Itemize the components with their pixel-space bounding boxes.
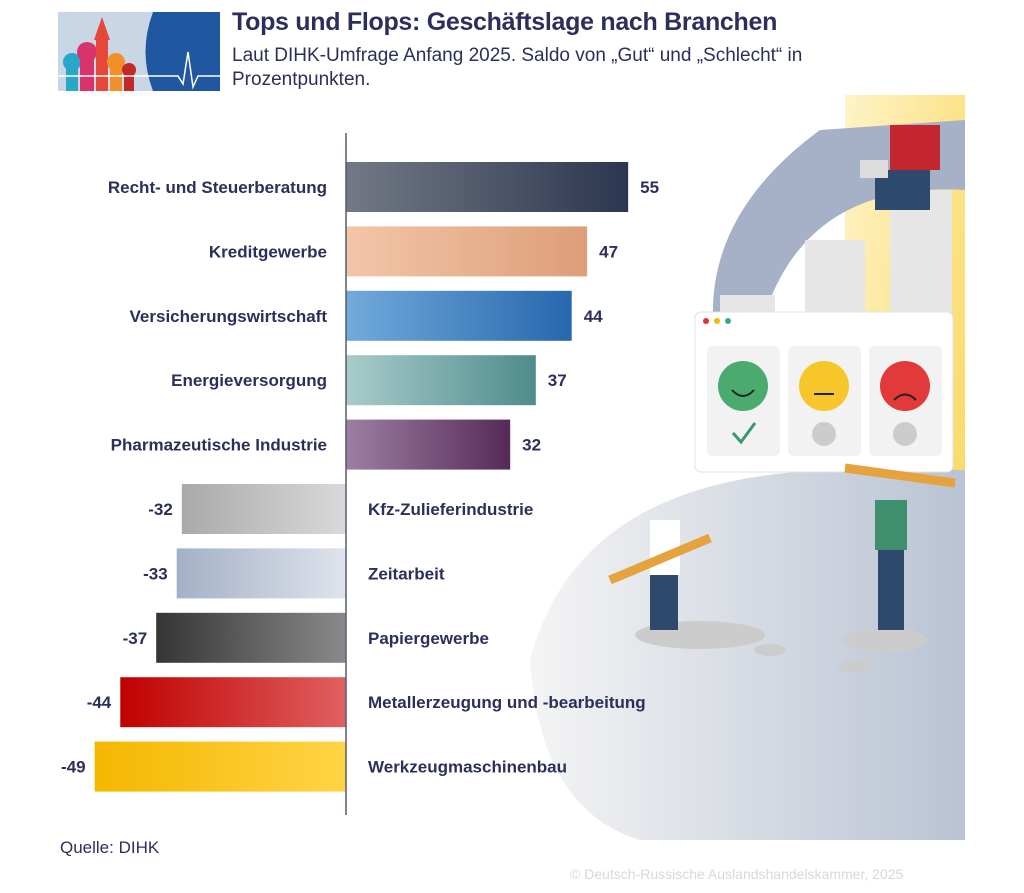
value-label: 44 xyxy=(584,307,603,326)
value-label: 32 xyxy=(522,436,541,455)
bar xyxy=(346,226,588,277)
value-label: -33 xyxy=(143,564,168,583)
copyright-note: © Deutsch-Russische Auslandshandelskamme… xyxy=(570,866,904,882)
bar xyxy=(346,162,629,212)
bar xyxy=(176,548,346,599)
bar xyxy=(156,612,346,663)
category-label: Recht- und Steuerberatung xyxy=(108,178,327,197)
value-label: -37 xyxy=(123,629,148,648)
value-label: 47 xyxy=(599,242,618,261)
category-label: Papiergewerbe xyxy=(368,629,489,648)
bar xyxy=(94,741,346,792)
category-label: Pharmazeutische Industrie xyxy=(111,436,327,455)
category-label: Energieversorgung xyxy=(171,371,327,390)
chart-subtitle: Laut DIHK-Umfrage Anfang 2025. Saldo von… xyxy=(232,45,803,90)
category-label: Zeitarbeit xyxy=(368,564,445,583)
bar xyxy=(181,484,346,534)
bar xyxy=(120,677,346,728)
bar xyxy=(346,355,536,406)
category-label: Werkzeugmaschinenbau xyxy=(368,758,567,777)
value-label: -32 xyxy=(148,500,173,519)
source-note: Quelle: DIHK xyxy=(60,838,160,857)
logo-image xyxy=(58,12,220,91)
category-label: Kfz-Zulieferindustrie xyxy=(368,500,533,519)
chart-title: Tops und Flops: Geschäftslage nach Branc… xyxy=(232,8,778,36)
value-label: -44 xyxy=(87,693,112,712)
value-label: 55 xyxy=(640,178,659,197)
category-label: Metallerzeugung und -bearbeitung xyxy=(368,693,646,712)
category-label: Kreditgewerbe xyxy=(209,242,327,261)
category-label: Versicherungswirtschaft xyxy=(130,307,328,326)
value-label: -49 xyxy=(61,758,86,777)
value-label: 37 xyxy=(548,371,567,390)
bar xyxy=(346,419,511,470)
bar xyxy=(346,290,572,341)
survey-illustration xyxy=(530,95,965,840)
